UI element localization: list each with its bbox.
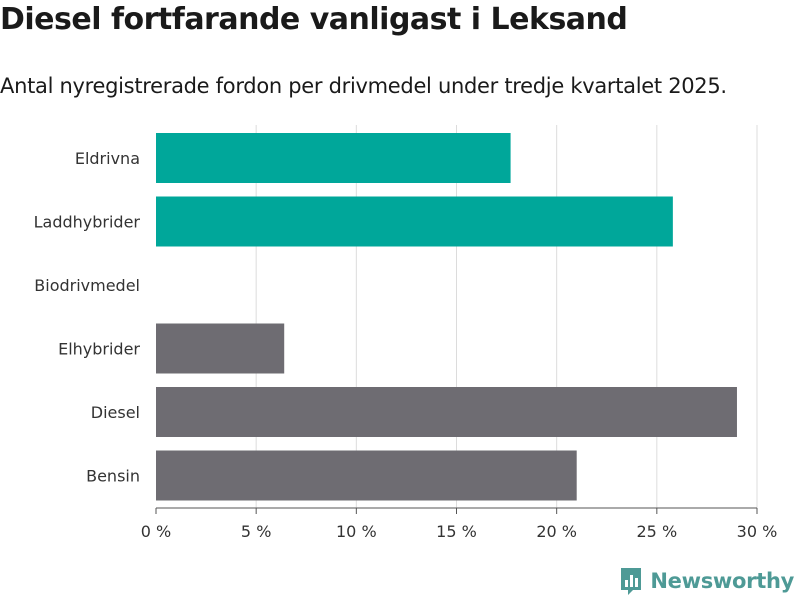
bar-elhybrider (156, 323, 285, 374)
x-tick-label: 10 % (336, 522, 377, 541)
x-tick-label: 5 % (241, 522, 271, 541)
x-tick-label: 30 % (737, 522, 778, 541)
brand-name: Newsworthy (650, 569, 794, 593)
category-label-eldrivna: Eldrivna (75, 149, 140, 168)
newsworthy-logo-icon (621, 568, 642, 595)
bars (156, 133, 737, 501)
category-label-bensin: Bensin (86, 467, 140, 486)
x-tick-label: 0 % (141, 522, 171, 541)
x-tick-label: 15 % (436, 522, 477, 541)
category-label-biodrivmedel: Biodrivmedel (34, 276, 140, 295)
x-tick-label: 20 % (536, 522, 577, 541)
bar-diesel (156, 387, 737, 437)
chart-title: Diesel fortfarande vanligast i Leksand (0, 2, 628, 37)
category-label-diesel: Diesel (91, 403, 140, 422)
gridlines (255, 125, 758, 508)
bar-chart: 0 % 5 % 10 % 15 % 20 % 25 % 30 % Eldrivna Laddh… (34, 125, 778, 541)
bar-eldrivna (156, 133, 511, 183)
brand-logo: Newsworthy (619, 564, 794, 598)
category-labels: Eldrivna Laddhybrider Biodrivmedel Elhybrid… (34, 149, 141, 486)
x-tick-label: 25 % (637, 522, 678, 541)
chart-subtitle: Antal nyregistrerade fordon per drivmede… (0, 74, 727, 98)
category-label-laddhybrider: Laddhybrider (34, 213, 141, 232)
bar-bensin (156, 450, 577, 501)
x-axis: 0 % 5 % 10 % 15 % 20 % 25 % 30 % (141, 507, 778, 541)
bar-laddhybrider (156, 196, 673, 247)
category-label-elhybrider: Elhybrider (58, 340, 140, 359)
